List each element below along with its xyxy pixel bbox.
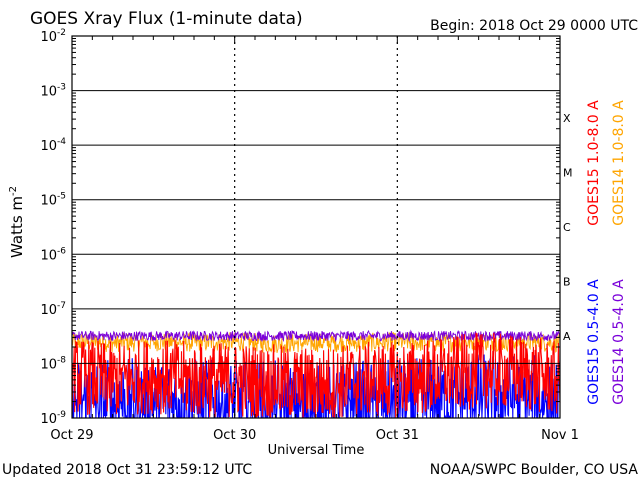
legend-item: GOES14 1.0-8.0 A (611, 100, 627, 226)
x-tick-label: Oct 30 (213, 428, 256, 443)
series-line-goes14-0-5-4-0-a (71, 329, 561, 343)
y-tick-label: 10-5 (40, 192, 66, 209)
legend-item: GOES15 0.5-4.0 A (586, 279, 602, 405)
flare-class-label: B (563, 276, 571, 289)
y-tick-label: 10-3 (40, 83, 66, 100)
y-tick-label: 10-4 (40, 137, 66, 154)
x-tick-label: Nov 1 (541, 428, 579, 443)
flare-class-label: X (563, 112, 571, 125)
y-axis-label: Watts m-2 (8, 186, 26, 258)
plot-frame (71, 35, 561, 419)
legend-item: GOES14 0.5-4.0 A (611, 279, 627, 405)
series-layer (71, 329, 561, 419)
begin-time: Begin: 2018 Oct 29 0000 UTC (430, 18, 638, 34)
legend-right: GOES15 1.0-8.0 A GOES14 1.0-8.0 A (586, 100, 627, 226)
chart-title: GOES Xray Flux (1-minute data) (30, 9, 303, 29)
y-tick-label: 10-8 (40, 355, 66, 372)
updated-time: Updated 2018 Oct 31 23:59:12 UTC (2, 462, 252, 478)
credit-text: NOAA/SWPC Boulder, CO USA (430, 462, 639, 478)
x-tick-label: Oct 31 (376, 428, 419, 443)
y-tick-label: 10-7 (40, 301, 66, 318)
y-tick-label: 10-2 (40, 28, 66, 45)
grid-layer (71, 35, 561, 419)
flare-class-label: A (563, 330, 571, 343)
y-tick-label: 10-6 (40, 246, 66, 263)
flare-class-label: C (563, 221, 571, 234)
legend-item: GOES15 1.0-8.0 A (586, 100, 602, 226)
x-axis-label: Universal Time (268, 443, 365, 458)
x-tick-label: Oct 29 (50, 428, 93, 443)
flare-class-label: M (563, 166, 573, 179)
y-tick-label: 10-9 (40, 410, 66, 427)
series-line-goes15-1-0-8-0-a (71, 332, 561, 419)
legend-bottom: GOES15 0.5-4.0 A GOES14 0.5-4.0 A (586, 279, 627, 405)
